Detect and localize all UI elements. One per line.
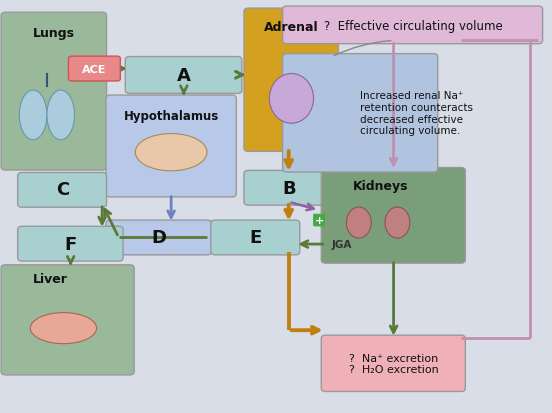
- Text: ?  Na⁺ excretion
?  H₂O excretion: ? Na⁺ excretion ? H₂O excretion: [349, 353, 438, 374]
- FancyBboxPatch shape: [321, 168, 465, 263]
- Ellipse shape: [385, 207, 410, 239]
- Ellipse shape: [135, 134, 207, 171]
- FancyBboxPatch shape: [106, 96, 236, 197]
- Text: Liver: Liver: [33, 273, 68, 285]
- Ellipse shape: [19, 91, 47, 140]
- FancyBboxPatch shape: [244, 171, 333, 206]
- Text: D: D: [151, 229, 167, 247]
- Text: B: B: [282, 179, 295, 197]
- Ellipse shape: [30, 313, 97, 344]
- FancyBboxPatch shape: [283, 7, 543, 45]
- Text: Hypothalamus: Hypothalamus: [124, 109, 219, 122]
- Text: E: E: [250, 229, 262, 247]
- FancyBboxPatch shape: [18, 173, 107, 208]
- FancyBboxPatch shape: [283, 55, 438, 173]
- Text: F: F: [65, 235, 77, 253]
- Ellipse shape: [347, 207, 371, 239]
- Text: Lungs: Lungs: [33, 27, 75, 40]
- Text: Adrenal: Adrenal: [264, 21, 319, 33]
- FancyBboxPatch shape: [125, 57, 242, 94]
- FancyBboxPatch shape: [321, 335, 465, 392]
- FancyBboxPatch shape: [244, 9, 338, 152]
- Text: Increased renal Na⁺
retention counteracts
decreased effective
circulating volume: Increased renal Na⁺ retention counteract…: [360, 91, 474, 136]
- FancyBboxPatch shape: [68, 57, 120, 82]
- Text: ?  Effective circulating volume: ? Effective circulating volume: [323, 19, 502, 33]
- Ellipse shape: [47, 91, 75, 140]
- Ellipse shape: [269, 74, 314, 124]
- FancyBboxPatch shape: [18, 227, 123, 261]
- Text: +: +: [315, 216, 323, 225]
- Text: JGA: JGA: [331, 240, 352, 249]
- Text: ACE: ACE: [82, 64, 107, 74]
- Text: A: A: [177, 66, 191, 85]
- FancyBboxPatch shape: [211, 221, 300, 255]
- FancyBboxPatch shape: [106, 221, 211, 255]
- Text: Kidneys: Kidneys: [353, 180, 409, 192]
- Text: C: C: [56, 181, 69, 199]
- FancyBboxPatch shape: [1, 13, 107, 171]
- FancyBboxPatch shape: [1, 265, 134, 375]
